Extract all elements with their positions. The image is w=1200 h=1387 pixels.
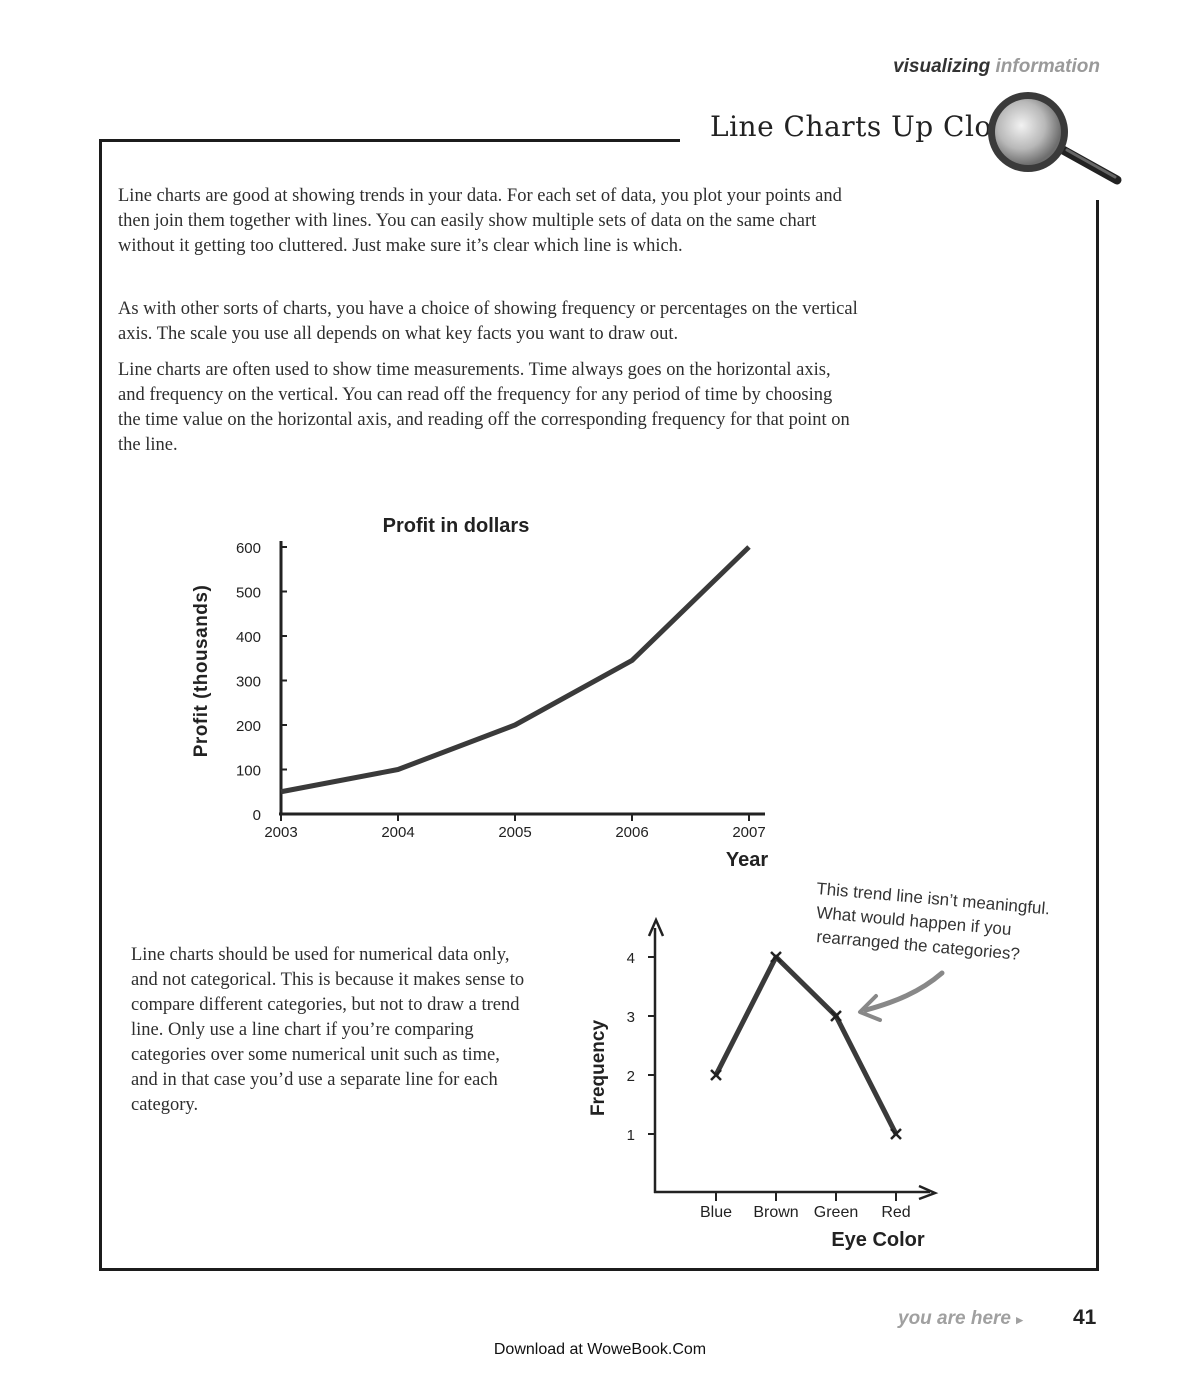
chart2-x-tick-label: Red: [881, 1204, 910, 1221]
download-credit: Download at WoweBook.Com: [493, 1341, 707, 1358]
you-are-here-label: you are here ▸: [898, 1308, 1023, 1330]
chart1-x-tick-label: 2007: [732, 824, 765, 841]
magnifying-glass-icon: [988, 92, 1122, 185]
annotation-arrowhead: [858, 994, 882, 1022]
chart1-series-line: [280, 545, 751, 795]
chart1-x-tick-label: 2006: [615, 824, 648, 841]
running-head: visualizing information: [893, 56, 1100, 78]
chart1-ylabel: Profit (thousands): [191, 585, 212, 758]
chart2-ylabel: Frequency: [588, 1020, 609, 1117]
chart2-y-tick-label: 2: [627, 1068, 635, 1085]
chart2-xlabel: Eye Color: [831, 1229, 925, 1251]
paragraph-3: Line charts are often used to show time …: [118, 360, 850, 455]
chart2-y-tick-label: 4: [627, 950, 635, 967]
chart2-series-line: [713, 954, 899, 1136]
frame-right-border: [1096, 200, 1099, 1271]
chart2-annotation: This trend line isn’t meaningful. What w…: [816, 879, 1051, 964]
profit-line-chart: Profit in dollars Profit (thousands) Yea…: [191, 515, 768, 871]
you-are-here-text: you are here: [898, 1308, 1011, 1329]
paragraph-1: Line charts are good at showing trends i…: [118, 186, 842, 256]
chart2-y-tick-label: 1: [627, 1127, 635, 1144]
triangle-right-icon: ▸: [1016, 1312, 1023, 1327]
chart1-y-tick-label: 200: [236, 718, 261, 735]
chart2-x-tick-label: Brown: [753, 1204, 798, 1221]
frame-left-border: [99, 139, 102, 1271]
chart1-x-tick-label: 2005: [498, 824, 531, 841]
annotation-arrow: [863, 970, 945, 1013]
chart1-y-tick-label: 100: [236, 763, 261, 780]
chart1-title: Profit in dollars: [383, 515, 530, 537]
chart1-x-tick-label: 2003: [264, 824, 297, 841]
chart2-point-marker: [710, 1069, 722, 1081]
chart1-y-tick-label: 600: [236, 540, 261, 557]
chart1-y-tick-label: 400: [236, 629, 261, 646]
chart2-x-axis-arrowhead: [918, 1184, 939, 1201]
chart1-y-tick-label: 500: [236, 585, 261, 602]
chart1-y-tick-label: 0: [253, 807, 261, 824]
page-number: 41: [1073, 1306, 1097, 1329]
chart2-point-marker: [770, 951, 782, 963]
chart2-x-tick-label: Blue: [700, 1204, 732, 1221]
chart2-point-marker: [890, 1128, 902, 1140]
eye-color-line-chart: Frequency Eye Color 1 2 3 4 Blue Brown Green Re…: [588, 879, 1051, 1251]
chart1-xlabel: Year: [726, 849, 768, 871]
frame-bottom-border: [99, 1268, 1099, 1271]
chart2-y-tick-label: 3: [627, 1009, 635, 1026]
chart1-y-tick-label: 300: [236, 674, 261, 691]
paragraph-2: As with other sorts of charts, you have …: [118, 299, 858, 344]
chart2-x-tick-label: Green: [814, 1204, 858, 1221]
running-head-word2: information: [995, 56, 1101, 77]
frame-top-border: [99, 139, 680, 142]
paragraph-4: Line charts should be used for numerical…: [131, 945, 525, 1115]
chart2-y-axis-arrowhead: [647, 916, 665, 937]
running-head-word1: visualizing: [893, 56, 991, 77]
chart2-point-marker: [830, 1010, 842, 1022]
section-title: Line Charts Up Close: [710, 110, 1024, 143]
chart1-x-tick-label: 2004: [381, 824, 414, 841]
